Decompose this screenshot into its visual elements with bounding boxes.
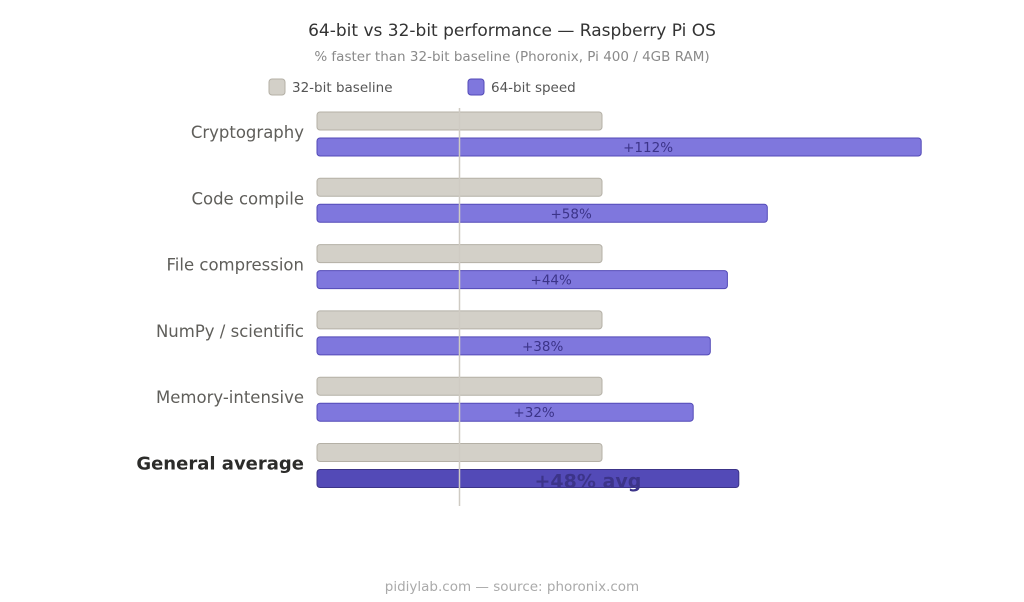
category-label: General average [136,454,304,475]
category-label: Cryptography [191,123,304,142]
legend-swatch-64bit [467,78,485,96]
category-label: Memory-intensive [156,388,304,407]
legend-swatch-baseline [268,78,286,96]
legend-label-baseline: 32-bit baseline [292,80,393,96]
chart-subtitle: % faster than 32-bit baseline (Phoronix,… [314,49,709,65]
bar-64bit [316,137,922,157]
legend-label-64bit: 64-bit speed [491,80,576,96]
data-label: +112% [623,140,673,156]
category-label: Code compile [191,189,304,208]
chart-title: 64-bit vs 32-bit performance — Raspberry… [308,21,716,41]
chart-footer: pidiylab.com — source: phoronix.com [385,579,639,595]
bar-64bit [316,336,711,356]
bar-64bit [316,203,768,223]
bar-64bit [316,402,694,422]
bar-64bit [316,270,728,290]
data-label: +48% avg [534,471,641,493]
data-label: +32% [513,405,554,421]
bar-average [316,469,740,488]
data-label: +44% [531,273,572,289]
legend: 32-bit baseline 64-bit speed [268,78,576,96]
data-label: +38% [522,339,563,355]
category-label: File compression [167,256,304,275]
category-label: NumPy / scientific [156,322,304,341]
data-label: +58% [550,206,591,222]
